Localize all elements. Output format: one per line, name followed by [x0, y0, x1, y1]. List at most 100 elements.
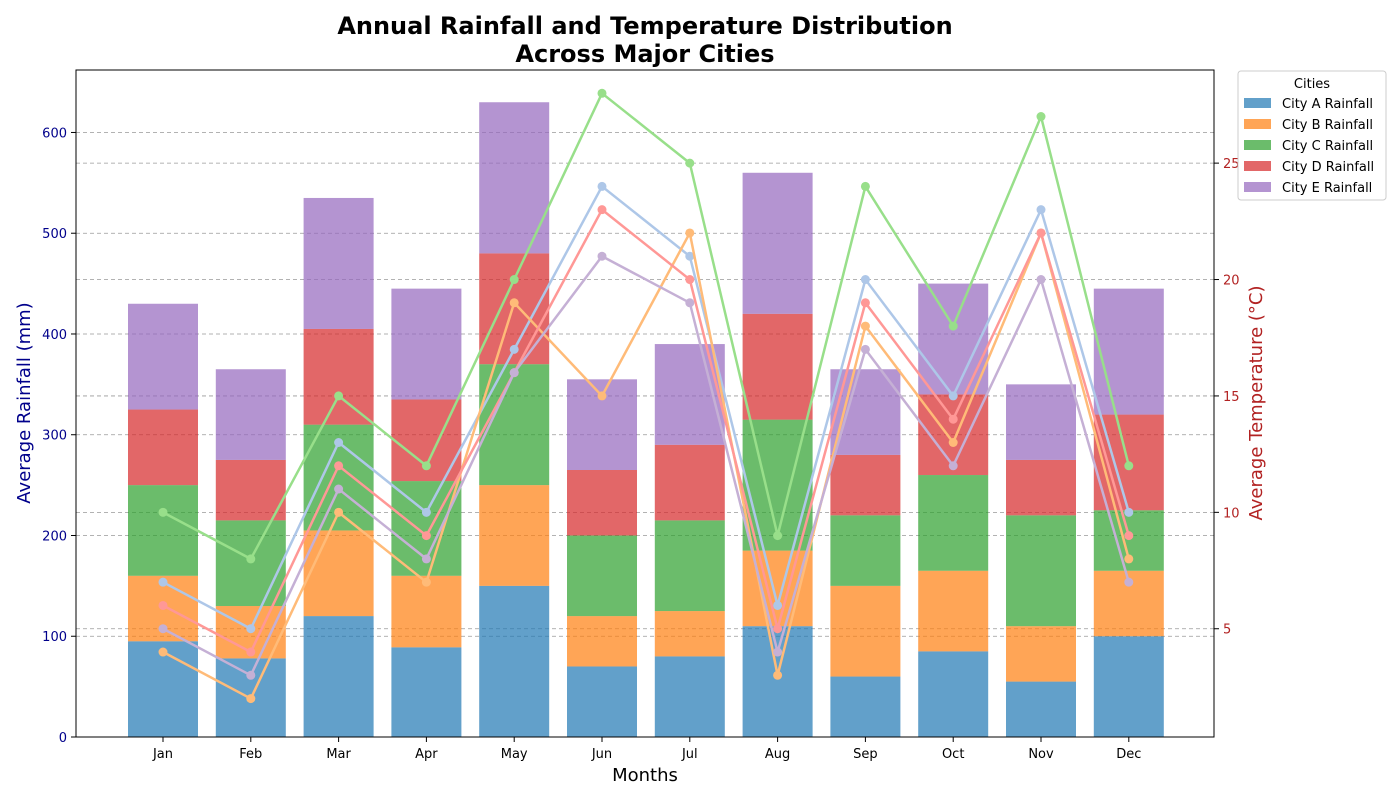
temperature-point [860, 275, 870, 285]
x-tick-label: Jan [152, 747, 173, 762]
legend-swatch [1244, 98, 1271, 108]
temperature-point [246, 694, 256, 704]
temperature-point [334, 484, 344, 494]
x-axis-label: Months [612, 765, 678, 786]
temperature-point [1036, 275, 1046, 285]
temperature-point [773, 624, 783, 634]
temperature-line [162, 184, 1131, 631]
bar-segment [215, 369, 286, 460]
x-tick-label: Jul [681, 747, 698, 762]
x-axis: Jan Feb Mar Apr May Jun Jul Aug Sep Oct Nov Dec [152, 737, 1141, 762]
bar-segment [391, 288, 462, 400]
y-tick-label: 600 [42, 126, 67, 141]
bar-segment [303, 530, 374, 617]
y2-tick-label: 20 [1223, 274, 1240, 289]
temperature-lines [158, 88, 1134, 704]
x-tick-label: Dec [1116, 747, 1141, 762]
temperature-point [509, 298, 519, 308]
legend-swatch [1244, 140, 1271, 150]
temperature-point [685, 158, 695, 168]
temperature-point [334, 437, 344, 447]
temperature-point [421, 507, 431, 517]
bar-segment [303, 328, 374, 425]
bar-segment [479, 585, 550, 737]
temperature-point [421, 577, 431, 587]
temperature-line [162, 91, 1131, 561]
temperature-point [597, 181, 607, 191]
temperature-point [685, 251, 695, 261]
rainfall-bars [128, 102, 1164, 737]
chart-title: Annual Rainfall and Temperature Distribu… [337, 12, 952, 68]
bar-segment [654, 656, 725, 737]
temperature-point [509, 275, 519, 285]
temperature-point [685, 228, 695, 238]
temperature-point [948, 461, 958, 471]
bar-segment [742, 172, 813, 314]
temperature-point [334, 391, 344, 401]
temperature-point [860, 344, 870, 354]
bar-segment [1006, 626, 1076, 682]
temperature-point [773, 600, 783, 610]
temperature-point [860, 298, 870, 308]
legend-title: Cities [1294, 77, 1330, 92]
temperature-point [597, 251, 607, 261]
bar-segment [391, 647, 462, 737]
bar-segment [1093, 288, 1164, 415]
temperature-point [1124, 554, 1134, 564]
y-tick-label: 300 [42, 429, 67, 444]
temperature-point [509, 344, 519, 354]
y2-tick-label: 15 [1223, 390, 1240, 405]
temperature-point [1124, 461, 1134, 471]
bar-segment [303, 616, 374, 737]
y-tick-label: 100 [42, 630, 67, 645]
temperature-point [948, 414, 958, 424]
temperature-line [162, 207, 1131, 654]
bar-segment [918, 475, 989, 571]
temperature-point [1036, 228, 1046, 238]
legend-label: City E Rainfall [1282, 181, 1372, 196]
chart-title-line: Across Major Cities [515, 40, 774, 68]
plot-frame [75, 69, 1215, 738]
temperature-point [1124, 577, 1134, 587]
temperature-point [334, 507, 344, 517]
temperature-point [597, 391, 607, 401]
temperature-point [421, 531, 431, 541]
y2-tick-label: 5 [1223, 623, 1231, 638]
temperature-point [158, 600, 168, 610]
bar-segment [830, 369, 901, 455]
y-tick-label: 0 [59, 731, 67, 746]
legend-swatch [1244, 161, 1271, 171]
bar-segment [918, 283, 989, 395]
bar-segment [1006, 681, 1076, 737]
bar-segment [128, 641, 198, 737]
temperature-point [509, 368, 519, 378]
bar-segment [128, 409, 198, 486]
x-tick-label: Oct [942, 747, 964, 762]
temperature-point [1124, 507, 1134, 517]
bar-segment [567, 469, 637, 536]
temperature-point [948, 391, 958, 401]
bar-segment [830, 454, 901, 516]
temperature-point [948, 437, 958, 447]
temperature-point [597, 205, 607, 215]
bar-segment [742, 626, 813, 737]
x-tick-label: Jun [591, 747, 612, 762]
bar-segment [128, 303, 198, 410]
temperature-point [1036, 205, 1046, 215]
temperature-point [421, 554, 431, 564]
legend-label: City B Rainfall [1282, 118, 1373, 133]
bar-segment [479, 485, 550, 586]
temperature-point [334, 461, 344, 471]
bar-segment [1006, 515, 1076, 627]
bar-segment [567, 616, 637, 667]
x-tick-label: May [501, 747, 528, 762]
bar-segment [830, 515, 901, 586]
temperature-point [246, 624, 256, 634]
bar-segment [391, 575, 462, 648]
x-tick-label: Apr [415, 747, 438, 762]
temperature-point [948, 321, 958, 331]
legend-label: City C Rainfall [1282, 139, 1373, 154]
bar-segment [742, 313, 813, 420]
bar-segment [128, 485, 198, 576]
